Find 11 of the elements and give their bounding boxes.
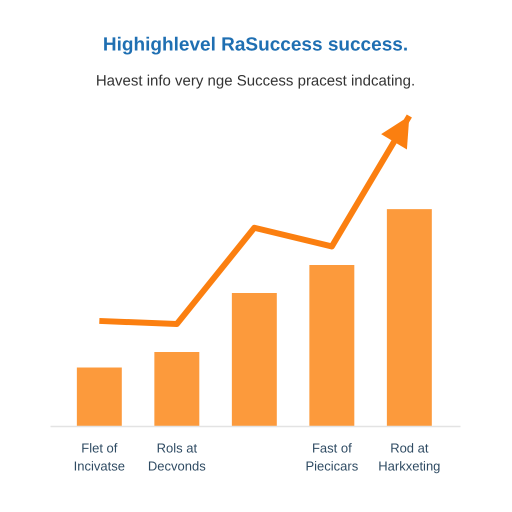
chart-title: Highighlevel RaSuccess success. [102, 34, 408, 56]
bar [76, 368, 122, 426]
bar [386, 209, 432, 426]
bar [309, 265, 354, 426]
chart-subtitle: Havest info very nge Success pracest indcating. [96, 72, 416, 90]
x-tick-label: Fast of Piecicars [305, 440, 359, 474]
bar [232, 292, 277, 426]
x-tick-label: Rols at Decvonds [148, 440, 206, 474]
bar [154, 352, 200, 426]
x-tick-label: Rod at Harkxeting [378, 440, 440, 474]
x-tick-label: Flet of Incivatse [74, 440, 125, 474]
